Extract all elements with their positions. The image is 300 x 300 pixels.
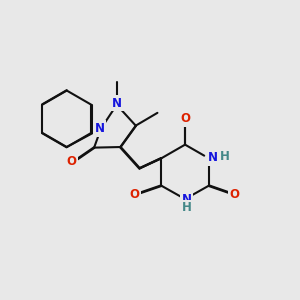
Text: O: O [230, 188, 240, 201]
Text: H: H [182, 202, 191, 214]
Text: N: N [94, 122, 104, 135]
Text: N: N [208, 151, 218, 164]
Text: O: O [181, 112, 191, 125]
Text: H: H [220, 150, 230, 163]
Text: N: N [182, 193, 192, 206]
Text: O: O [66, 155, 76, 168]
Text: N: N [112, 97, 122, 110]
Text: O: O [129, 188, 139, 201]
